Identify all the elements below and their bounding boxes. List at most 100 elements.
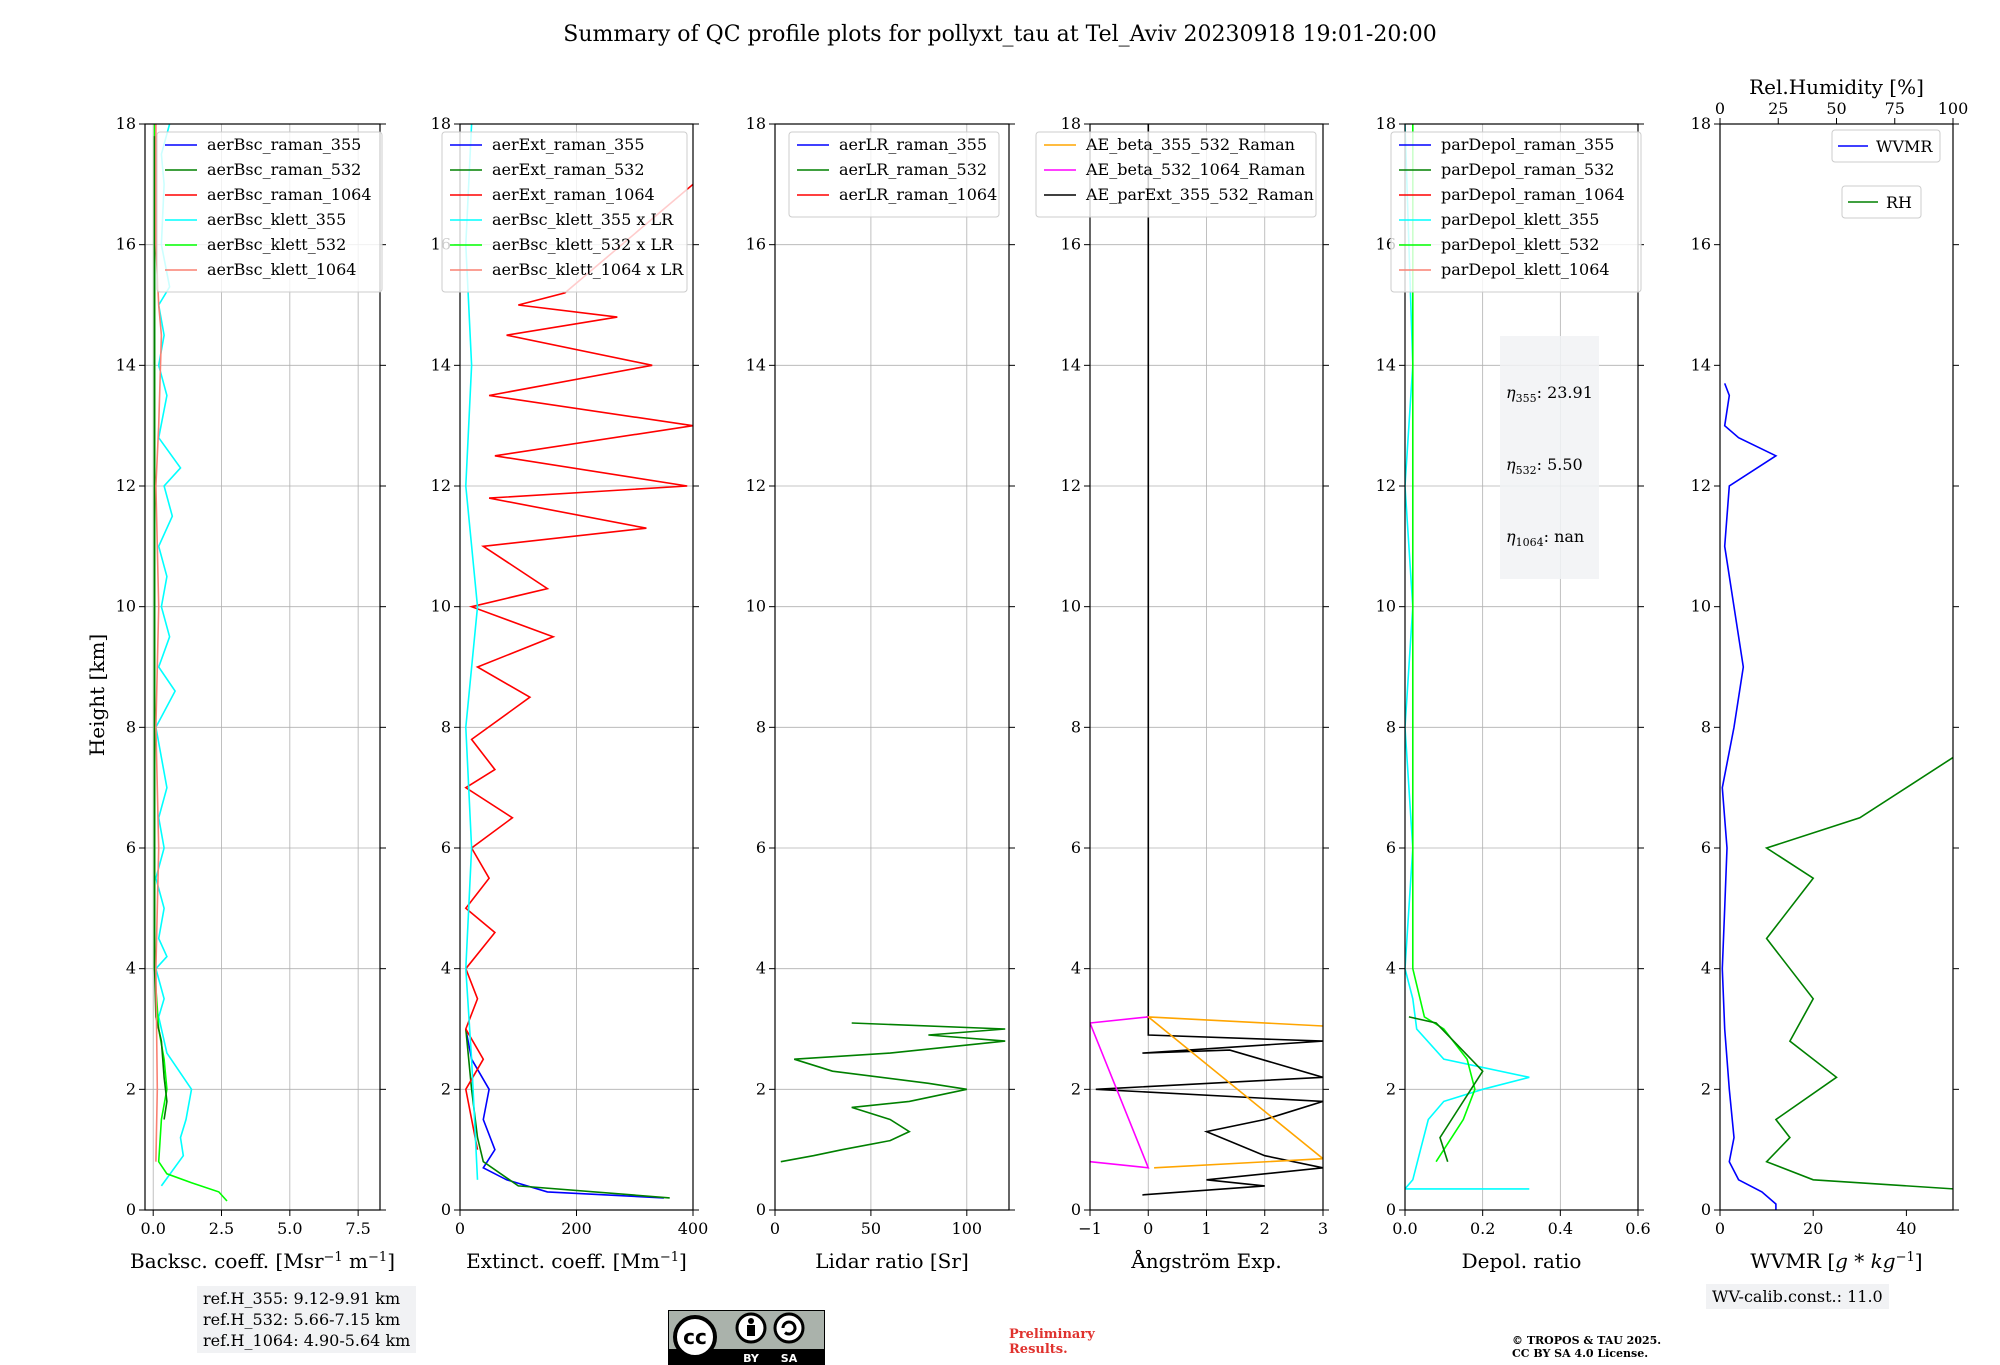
profile-plots: Height [km] 0.0 2.5 5.0 7.5024681012141618B… (85, 75, 1968, 1273)
y-tick-label: 8 (441, 717, 451, 736)
sa-share-alike-icon (773, 1312, 805, 1344)
legend-entry: aerLR_raman_1064 (839, 185, 997, 204)
series-line-aerLR_raman_532 (780, 1022, 1006, 1163)
y-tick-label: 16 (746, 235, 766, 254)
y-tick-label: 14 (1061, 355, 1081, 374)
series-line-aerExt_raman_355 (465, 1028, 664, 1199)
y-tick-label: 4 (1071, 959, 1081, 978)
top-x-tick-label: 50 (1826, 99, 1846, 118)
y-tick-label: 12 (1691, 476, 1711, 495)
legend-box (1831, 129, 1941, 163)
y-tick-label: 2 (1071, 1079, 1081, 1098)
y-tick-label: 2 (441, 1079, 451, 1098)
x-axis-label-part: kg (1871, 1249, 1896, 1273)
y-tick-label: 4 (1701, 959, 1711, 978)
legend-entry: aerBsc_raman_532 (207, 160, 361, 179)
ref-height-1064: ref.H_1064: 4.90-5.64 km (203, 1331, 411, 1350)
x-axis-label-part: ] (679, 1249, 687, 1273)
x-tick-label: 2.5 (209, 1219, 234, 1238)
y-tick-label: 10 (431, 597, 451, 616)
x-axis-label-part: −1 (368, 1250, 387, 1265)
x-axis-label-part: ] (1915, 1249, 1923, 1273)
legend-entry: aerBsc_klett_355 (207, 210, 346, 229)
x-axis-label-part: −1 (1896, 1250, 1915, 1265)
eta-355: η355: 23.91 (1506, 383, 1593, 406)
y-tick-label: 16 (116, 235, 136, 254)
legend: AE_beta_355_532_Raman AE_beta_532_1064_Ra… (1035, 131, 1317, 218)
legend-entry: AE_beta_532_1064_Raman (1085, 160, 1305, 179)
plot-frame (144, 123, 381, 1211)
y-tick-label: 4 (756, 959, 766, 978)
y-tick-label: 2 (756, 1079, 766, 1098)
y-tick-label: 10 (1061, 597, 1081, 616)
series-line-aerBsc_raman_532 (153, 136, 168, 1120)
legend-entry: aerLR_raman_355 (839, 135, 987, 154)
series-line-AE_beta_532_1064_Raman (1090, 1016, 1150, 1169)
y-tick-label: 8 (1701, 717, 1711, 736)
x-tick-label: 0.0 (140, 1219, 165, 1238)
x-tick-label: 1 (1201, 1219, 1211, 1238)
y-tick-label: 16 (1691, 235, 1711, 254)
x-axis-label-part: Ångström Exp. (1130, 1248, 1281, 1273)
legend-entry: aerBsc_raman_1064 (207, 185, 372, 204)
legend-entry: aerBsc_raman_355 (207, 135, 361, 154)
y-axis-label: Height [km] (85, 634, 109, 756)
x-axis-label-part: Backsc. coeff. [Msr (130, 1249, 324, 1273)
y-tick-label: 14 (746, 355, 766, 374)
legend-box (156, 131, 383, 293)
x-tick-label: 0 (455, 1219, 465, 1238)
y-tick-label: 6 (126, 838, 136, 857)
panel-3: 0 50 100 0 2 4 6 8 10 12 14 16 18 Lidar ratio [Sr] aer… (746, 114, 1015, 1273)
y-tick-label: 18 (1376, 114, 1396, 133)
y-tick-label: 4 (441, 959, 451, 978)
y-tick-label: 8 (756, 717, 766, 736)
legend: parDepol_raman_355 parDepol_raman_532 parD… (1390, 131, 1642, 293)
y-tick-label: 14 (431, 355, 451, 374)
x-tick-label: 0.4 (1548, 1219, 1573, 1238)
x-axis-label-part: * (1848, 1249, 1871, 1273)
x-tick-label: 2 (1260, 1219, 1270, 1238)
y-tick-label: 0 (441, 1200, 451, 1219)
x-tick-label: 5.0 (277, 1219, 302, 1238)
legend-entry: aerExt_raman_532 (492, 160, 645, 179)
y-tick-label: 6 (441, 838, 451, 857)
y-tick-label: 12 (116, 476, 136, 495)
y-tick-label: 0 (126, 1200, 136, 1219)
legend-entry: aerLR_raman_532 (839, 160, 987, 179)
legend: aerBsc_raman_355 aerBsc_raman_532 aerBsc_r… (156, 131, 383, 293)
panel-1: 0.0 2.5 5.0 7.5 0 2 4 6 8 10 12 14 16 18 Backsc. coeff… (116, 114, 395, 1273)
x-axis-label-part: WVMR [ (1750, 1249, 1835, 1273)
series-line-WVMR (1721, 383, 1778, 1210)
series-line-parDepol_raman_532 (1408, 1016, 1484, 1162)
legend-box (1390, 131, 1642, 293)
y-tick-label: 16 (1061, 235, 1081, 254)
legend-entry: aerBsc_klett_532 (207, 235, 346, 254)
eta-1064: η1064: nan (1506, 527, 1585, 550)
legend-entry: aerExt_raman_355 (492, 135, 645, 154)
legend-entry: aerBsc_klett_1064 (207, 260, 356, 279)
wv-calibration-box: WV-calib.const.: 11.0 (1706, 1284, 1889, 1309)
x-axis-label-part: Lidar ratio [Sr] (815, 1249, 969, 1273)
y-tick-label: 6 (1386, 838, 1396, 857)
y-tick-label: 12 (1061, 476, 1081, 495)
legend: aerExt_raman_355 aerExt_raman_532 aerExt_r… (441, 131, 688, 293)
y-tick-label: 18 (116, 114, 136, 133)
ref-height-355: ref.H_355: 9.12-9.91 km (203, 1289, 401, 1308)
x-tick-label: 0 (1715, 1219, 1725, 1238)
copyright-note: © TROPOS & TAU 2025. CC BY SA 4.0 Licens… (1512, 1334, 1662, 1360)
svg-text:cc: cc (683, 1325, 707, 1349)
svg-text:BY: BY (743, 1352, 760, 1365)
y-tick-label: 12 (746, 476, 766, 495)
x-axis-label: Extinct. coeff. [Mm−1] (466, 1249, 687, 1273)
plot-frame (774, 123, 1010, 1211)
y-tick-label: 8 (1071, 717, 1081, 736)
series-line-AE_beta_355_532_Raman (1145, 1015, 1323, 1169)
series-line-aerExt_raman_532 (465, 1028, 670, 1199)
y-tick-label: 2 (1701, 1079, 1711, 1098)
top-x-tick-label: 75 (1885, 99, 1905, 118)
x-axis-label: Lidar ratio [Sr] (815, 1249, 969, 1273)
x-axis-label-part: Extinct. coeff. [Mm (466, 1249, 660, 1273)
chart-title: Summary of QC profile plots for pollyxt_… (563, 22, 1437, 47)
x-axis-label: Depol. ratio (1462, 1249, 1582, 1273)
